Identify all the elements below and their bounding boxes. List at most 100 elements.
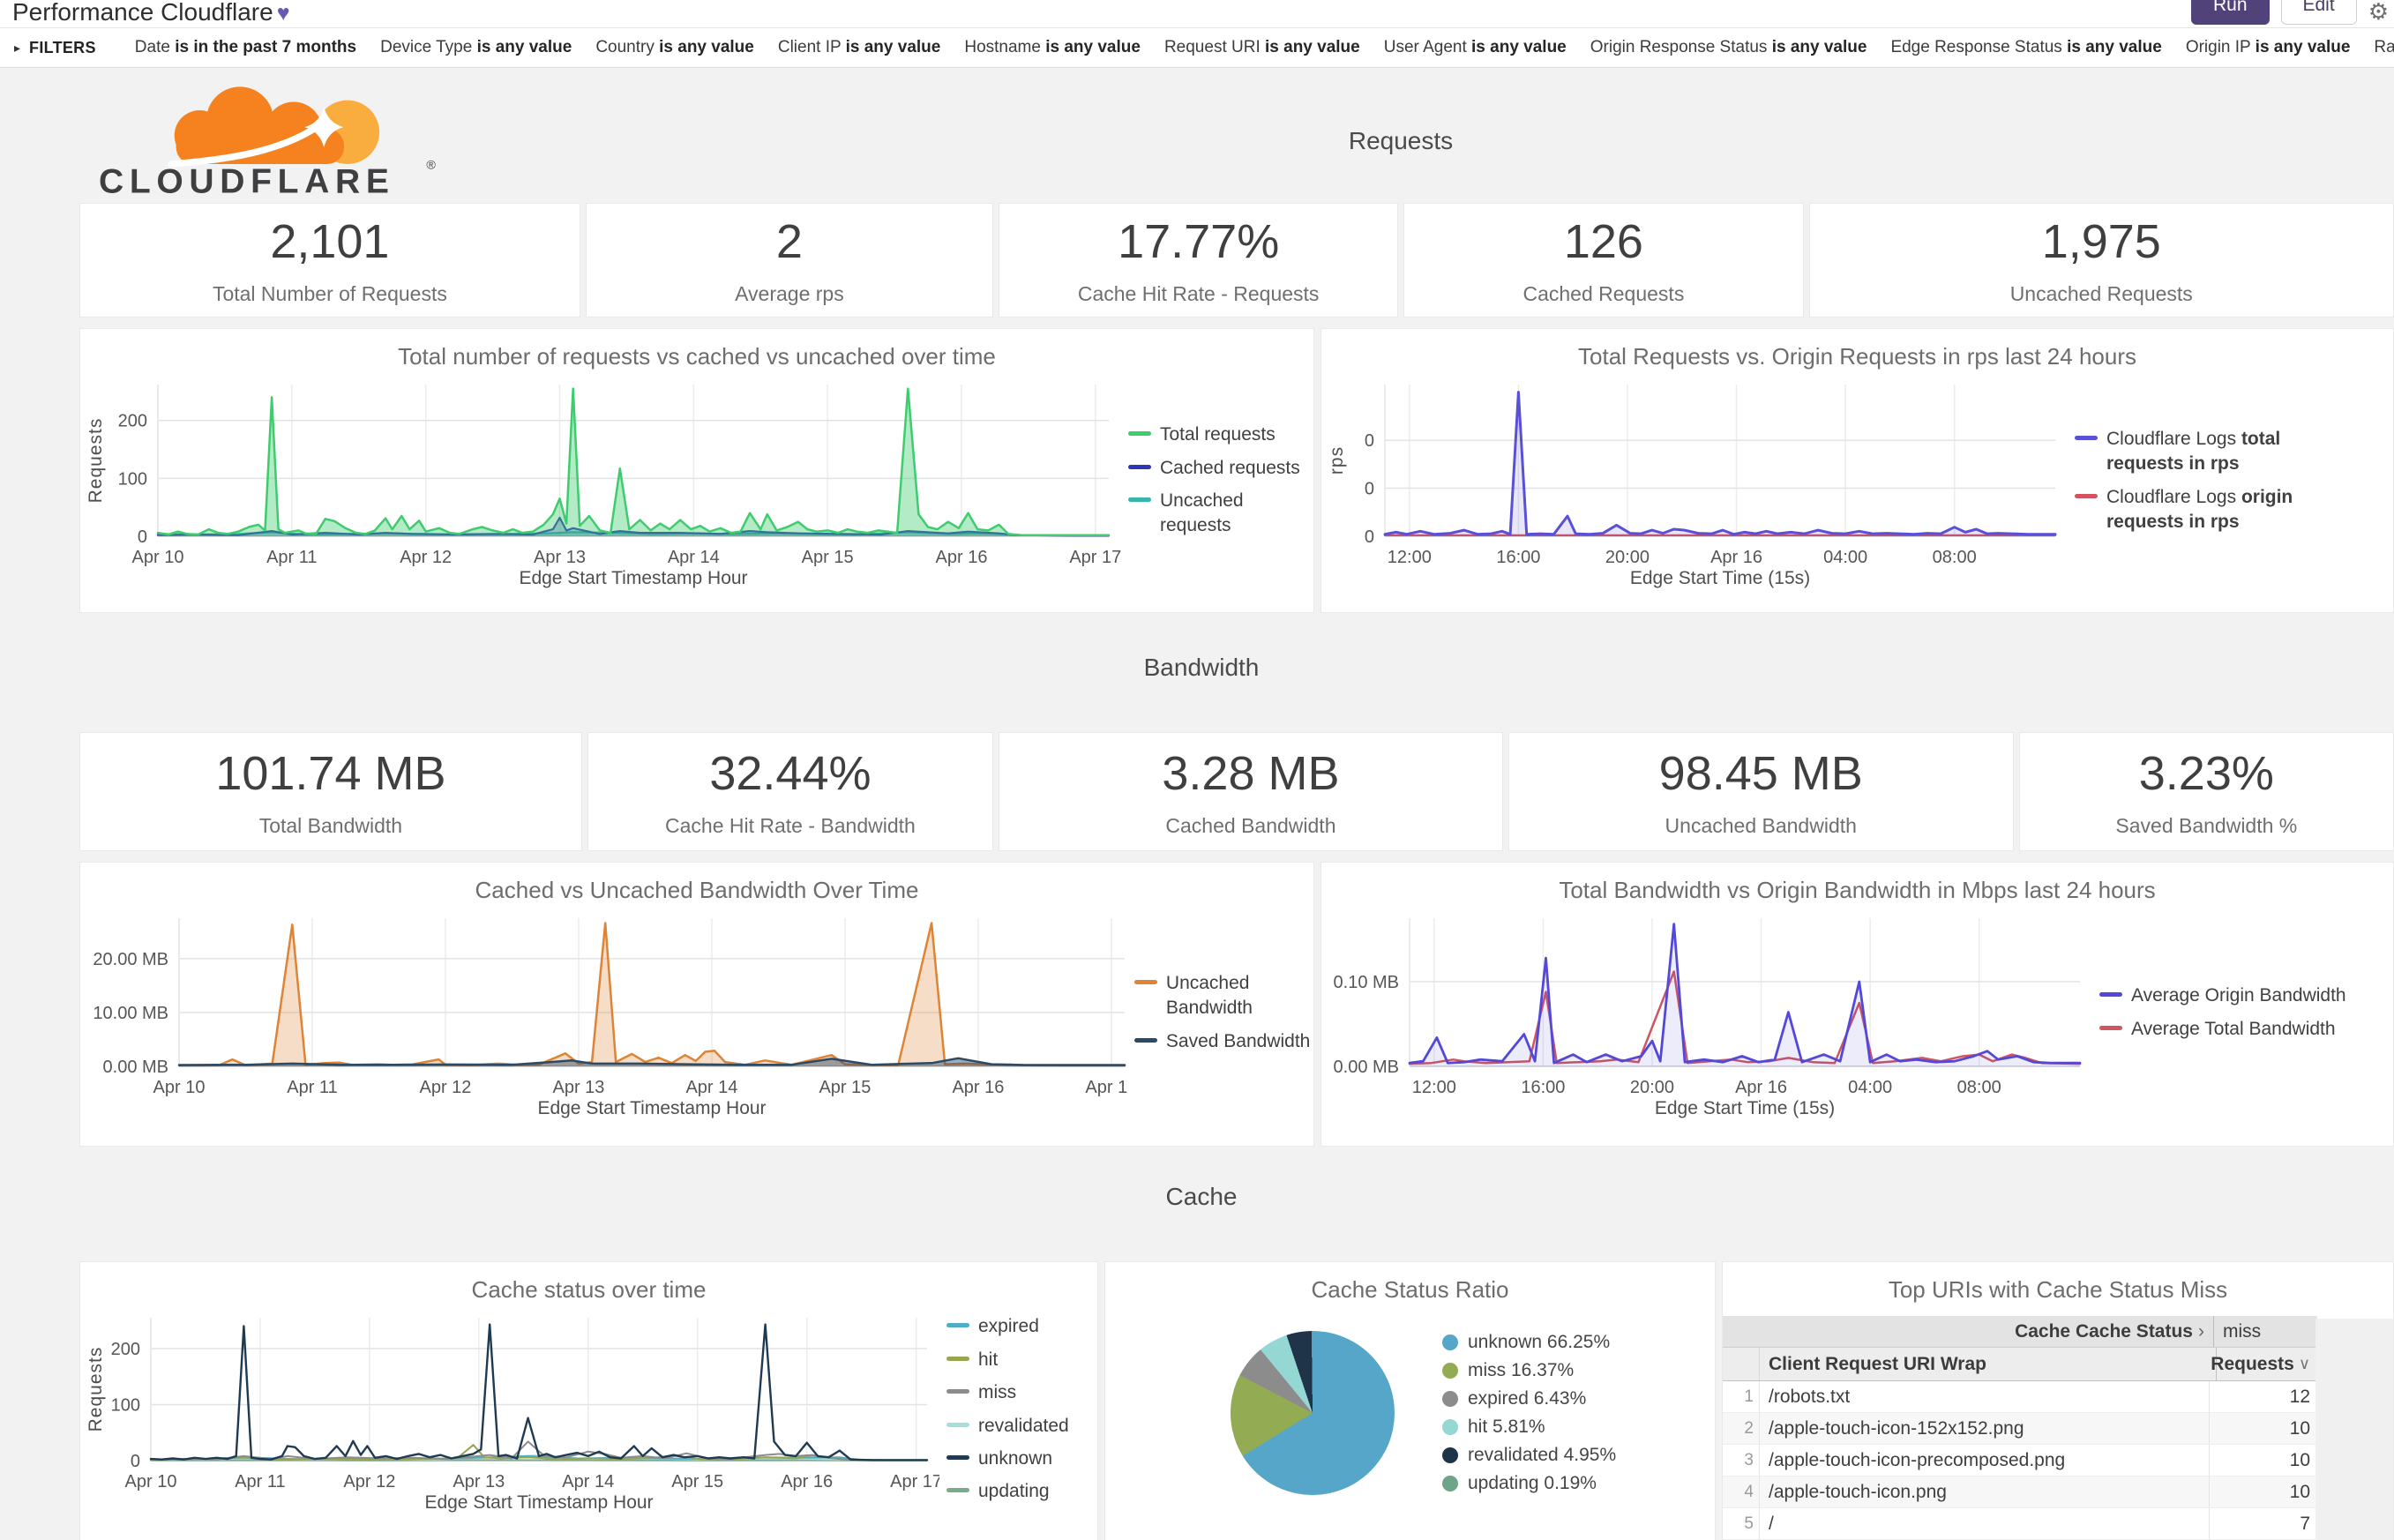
filter-item-origin-ip[interactable]: Origin IP is any value [2186,38,2351,56]
kpi-label: Total Number of Requests [212,282,447,305]
legend-item-hit[interactable]: hit [946,1348,1079,1372]
legend-item-average-origin-bandwidth[interactable]: Average Origin Bandwidth [2099,983,2364,1008]
uri-cell[interactable]: / [1760,1508,2210,1539]
requests-cell: 7 [2300,1513,2310,1534]
uri-column-header[interactable]: Client Request URI Wrap [1760,1348,2217,1380]
legend-item-total-requests-in-rps[interactable]: Cloudflare Logs total requests in rps [2075,427,2344,477]
line-chart-plot: 0.00 MB 10.00 MB 20.00 MB Apr 10 Apr 11 Apr 1… [93,918,1127,1118]
kpi-tile-saved-bandwidth-: 3.23% Saved Bandwidth % [2018,732,2394,851]
svg-text:20:00: 20:00 [1605,548,1650,567]
chart-title: Cache status over time [471,1276,707,1303]
uri-cell[interactable]: /robots.txt [1760,1381,2210,1412]
kpi-label: Uncached Bandwidth [1665,813,1857,837]
legend-item-uncached-requests[interactable]: Uncached requests [1128,489,1305,539]
filters-expander-icon[interactable]: ▸ [14,40,21,55]
kpi-label: Cached Requests [1522,282,1685,305]
legend-label: miss [978,1382,1017,1403]
legend-label: Saved Bandwidth [1165,1030,1311,1051]
legend-item-updating[interactable]: updating [946,1479,1079,1504]
pie-legend-item-unknown[interactable]: unknown 66.25% [1442,1332,1616,1353]
svg-text:Apr 16: Apr 16 [781,1472,833,1491]
filter-item-request-uri[interactable]: Request URI is any value [1164,38,1360,56]
svg-text:Apr 13: Apr 13 [534,548,586,567]
kpi-label: Cache Hit Rate - Requests [1077,282,1320,305]
svg-text:Apr 15: Apr 15 [671,1472,723,1491]
legend-label: Uncached Bandwidth [1165,972,1253,1019]
svg-text:Apr 14: Apr 14 [685,1078,737,1097]
filter-condition: is any value [659,38,754,56]
table-column-header-row: Client Request URI Wrap Requests ∨ [1723,1348,2317,1381]
svg-text:Apr 11: Apr 11 [266,548,317,567]
filter-item-client-ip[interactable]: Client IP is any value [778,38,940,56]
legend-item-unknown[interactable]: unknown [946,1447,1079,1471]
pie-legend-item-miss[interactable]: miss 16.37% [1442,1360,1616,1381]
page-title-text: Performance Cloudflare [12,0,273,26]
pie-legend-dot [1442,1419,1458,1435]
pie-legend-item-hit[interactable]: hit 5.81% [1442,1417,1616,1438]
pie-legend-item-expired[interactable]: expired 6.43% [1442,1388,1616,1409]
svg-text:Apr 12: Apr 12 [400,548,452,567]
svg-text:0: 0 [1365,480,1374,499]
legend-swatch [946,1356,969,1361]
section-title-requests: Requests [1348,127,1454,154]
kpi-tile-cache-hit-rate-bandwidth: 32.44% Cache Hit Rate - Bandwidth [587,732,994,851]
gear-icon[interactable]: ⚙ [2368,0,2389,25]
chart-body: 0 100 200 Apr 10 Apr 11 Apr 12 Apr 13 Apr 14 Apr… [80,370,1313,591]
logo-spark [304,107,344,147]
legend-item-miss[interactable]: miss [946,1380,1079,1405]
chart-title: Total number of requests vs cached vs un… [398,343,996,370]
filter-item-country[interactable]: Country is any value [595,38,754,56]
svg-text:08:00: 08:00 [1933,548,1977,567]
legend-label: updating [978,1481,1050,1502]
uri-cell[interactable]: /apple-touch-icon.png [1760,1476,2210,1507]
filter-item-user-agent[interactable]: User Agent is any value [1384,38,1567,56]
kpi-tile-cached-requests: 126 Cached Requests [1403,203,1804,318]
svg-text:Apr 17: Apr 17 [890,1472,939,1491]
filter-item-origin-response-status[interactable]: Origin Response Status is any value [1590,38,1867,56]
edit-button[interactable]: Edit [2280,0,2357,25]
filter-item-date[interactable]: Date is in the past 7 months [135,38,356,56]
svg-text:04:00: 04:00 [1848,1078,1892,1097]
filters-label: FILTERS [29,38,96,56]
legend-item-expired[interactable]: expired [946,1314,1079,1339]
svg-text:Apr 11: Apr 11 [235,1472,285,1491]
pie-legend-item-updating[interactable]: updating 0.19% [1442,1473,1616,1494]
kpi-tile-average-rps: 2 Average rps [585,203,994,318]
legend-item-revalidated[interactable]: revalidated [946,1414,1079,1439]
chart-title: Cached vs Uncached Bandwidth Over Time [475,877,919,903]
filter-item-rayid[interactable]: RayID is any valu... [2374,38,2394,56]
logo-reg: ® [426,159,436,173]
legend-item-total-requests[interactable]: Total requests [1128,422,1305,447]
kpi-label: Saved Bandwidth % [2115,813,2298,837]
pie-legend-item-revalidated[interactable]: revalidated 4.95% [1442,1445,1616,1466]
svg-text:20:00: 20:00 [1630,1078,1674,1097]
legend-item-cached-requests[interactable]: Cached requests [1128,456,1305,481]
svg-text:16:00: 16:00 [1496,548,1540,567]
legend-swatch [946,1454,969,1460]
uri-cell[interactable]: /apple-touch-icon-precomposed.png [1760,1445,2210,1476]
filter-item-edge-response-status[interactable]: Edge Response Status is any value [1890,38,2161,56]
kpi-tile-uncached-bandwidth: 98.45 MB Uncached Bandwidth [1507,732,2014,851]
pie-legend: unknown 66.25% miss 16.37% expired 6.43% hi… [1442,1325,1616,1501]
legend-item-saved-bandwidth[interactable]: Saved Bandwidth [1133,1029,1313,1054]
legend-label: Average Total Bandwidth [2131,1018,2336,1039]
uri-cell[interactable]: /apple-touch-icon-152x152.png [1760,1413,2210,1444]
pivot-header[interactable]: Cache Cache Status › [1723,1316,2214,1347]
svg-text:0: 0 [131,1452,140,1471]
legend-item-origin-requests-in-rps[interactable]: Cloudflare Logs origin requests in rps [2075,485,2344,535]
legend-item-average-total-bandwidth[interactable]: Average Total Bandwidth [2099,1017,2364,1042]
charts-row-requests: Total number of requests vs cached vs un… [79,328,2394,613]
legend-item-uncached-bandwidth[interactable]: Uncached Bandwidth [1133,971,1313,1021]
pie-legend-label: unknown 66.25% [1468,1332,1611,1352]
filter-item-device-type[interactable]: Device Type is any value [380,38,572,56]
requests-column-label: Requests [2211,1353,2294,1374]
filter-item-hostname[interactable]: Hostname is any value [964,38,1141,56]
svg-text:Edge Start Timestamp Hour: Edge Start Timestamp Hour [537,1098,766,1118]
filter-field: Origin IP [2185,38,2256,56]
run-button[interactable]: Run [2190,0,2270,25]
svg-text:0: 0 [138,527,147,547]
table-row: 3/apple-touch-icon-precomposed.png 10 [1723,1445,2317,1476]
requests-column-header[interactable]: Requests ∨ [2211,1348,2317,1380]
pie-chart [1231,1331,1395,1495]
kpi-value: 2,101 [270,215,390,268]
